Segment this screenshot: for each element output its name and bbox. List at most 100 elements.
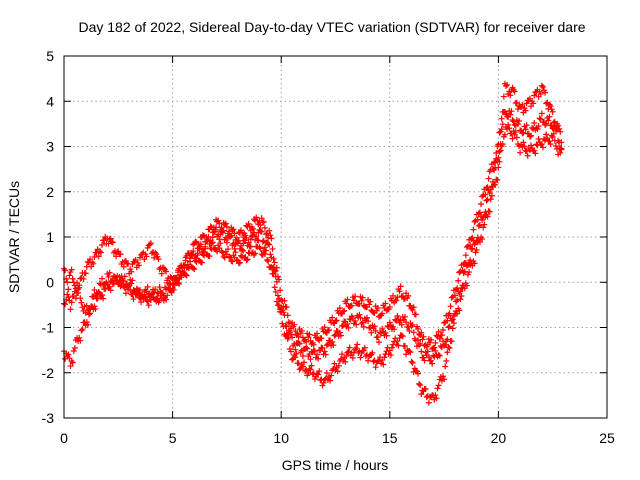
data-point: [247, 243, 254, 250]
data-point: [546, 138, 553, 145]
data-point: [470, 226, 477, 233]
data-point: [531, 119, 538, 126]
data-point: [388, 344, 395, 351]
data-point: [513, 99, 520, 106]
y-tick-label: -2: [42, 365, 55, 381]
data-point: [496, 129, 503, 136]
data-point: [101, 237, 108, 244]
data-point: [374, 334, 381, 341]
data-point: [501, 131, 508, 138]
data-point: [261, 244, 268, 251]
data-point: [160, 265, 167, 272]
data-point: [548, 122, 555, 129]
data-point: [516, 117, 523, 124]
data-point: [520, 139, 527, 146]
data-point: [135, 262, 142, 269]
data-point: [421, 357, 428, 364]
data-point: [379, 325, 386, 332]
data-point: [305, 334, 312, 341]
data-point: [209, 239, 216, 246]
data-point: [76, 334, 83, 341]
data-point: [134, 290, 141, 297]
data-point: [397, 283, 404, 290]
data-point: [435, 328, 442, 335]
data-point: [415, 337, 422, 344]
data-point: [220, 227, 227, 234]
data-point: [517, 149, 524, 156]
data-point: [62, 267, 69, 274]
data-point: [543, 120, 550, 127]
data-point: [322, 351, 329, 358]
data-point: [133, 285, 140, 292]
data-point: [345, 348, 352, 355]
x-tick-label: 5: [169, 430, 177, 446]
data-point: [126, 282, 133, 289]
series-track-3: [61, 121, 565, 406]
data-point: [232, 249, 239, 256]
data-point: [219, 249, 226, 256]
data-point: [393, 297, 400, 304]
data-point: [302, 367, 309, 374]
data-point: [500, 93, 507, 100]
data-point: [183, 272, 190, 279]
data-point: [464, 271, 471, 278]
data-point: [142, 293, 149, 300]
y-tick-label: 3: [46, 139, 54, 155]
data-point: [295, 339, 302, 346]
data-point: [216, 220, 223, 227]
data-point: [147, 240, 154, 247]
data-point: [303, 344, 310, 351]
data-point: [143, 253, 150, 260]
data-point: [446, 345, 453, 352]
data-point: [272, 267, 279, 274]
data-point: [307, 356, 314, 363]
chart-title: Day 182 of 2022, Sidereal Day-to-day VTE…: [78, 19, 585, 35]
data-point: [367, 298, 374, 305]
y-tick-label: 2: [46, 184, 54, 200]
data-point: [323, 370, 330, 377]
data-point: [134, 259, 141, 266]
data-point: [476, 209, 483, 216]
data-point: [445, 324, 452, 331]
data-point: [68, 299, 75, 306]
data-point: [200, 232, 207, 239]
data-point: [233, 256, 240, 263]
data-point: [316, 368, 323, 375]
data-point: [130, 296, 137, 303]
data-point: [405, 292, 412, 299]
data-point: [71, 345, 78, 352]
data-point: [137, 286, 144, 293]
data-point: [245, 220, 252, 227]
data-point: [523, 122, 530, 129]
data-point: [513, 134, 520, 141]
data-point: [550, 130, 557, 137]
data-point: [531, 147, 538, 154]
data-point: [357, 354, 364, 361]
data-point: [460, 270, 467, 277]
x-tick-label: 25: [599, 430, 615, 446]
data-point: [224, 246, 231, 253]
data-point: [198, 259, 205, 266]
data-point: [526, 133, 533, 140]
data-point: [499, 141, 506, 148]
data-point: [435, 382, 442, 389]
data-point: [418, 391, 425, 398]
data-point: [262, 247, 269, 254]
data-point: [83, 319, 90, 326]
data-point: [344, 321, 351, 328]
plot-frame: [63, 55, 608, 419]
data-point: [482, 191, 489, 198]
data-point: [487, 196, 494, 203]
data-point: [418, 348, 425, 355]
data-point: [419, 336, 426, 343]
data-point: [451, 292, 458, 299]
data-point: [99, 292, 106, 299]
data-point: [514, 121, 521, 128]
data-point: [227, 234, 234, 241]
data-point: [314, 351, 321, 358]
data-point: [321, 324, 328, 331]
data-point: [354, 341, 361, 348]
data-point: [259, 219, 266, 226]
data-point: [207, 223, 214, 230]
data-point: [484, 213, 491, 220]
